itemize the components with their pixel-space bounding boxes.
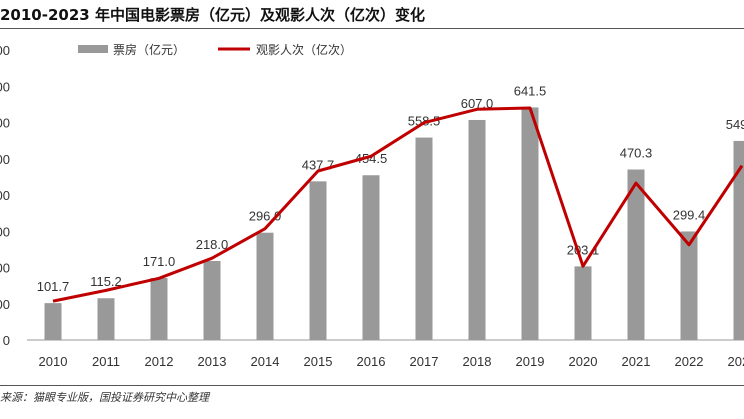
bar (44, 303, 62, 340)
bar (362, 175, 380, 340)
bar (627, 169, 645, 340)
y-tick-label: 200 (0, 261, 10, 276)
chart: 0 100 200 300 400 500 600 700 800 101.7 2010 115.2 2… (0, 42, 744, 369)
bar-value-label: 607.0 (461, 96, 494, 111)
x-tick-label: 2021 (622, 354, 651, 369)
x-tick-label: 2023 (728, 354, 744, 369)
bar (256, 232, 274, 340)
x-tick-label: 2011 (92, 354, 120, 369)
y-tick-label: 800 (0, 43, 10, 58)
x-tick-label: 2010 (39, 354, 68, 369)
x-tick-label: 2013 (198, 354, 227, 369)
bar (574, 266, 592, 340)
bar-value-label: 299.4 (673, 207, 706, 222)
x-tick-label: 2012 (145, 354, 174, 369)
bar-value-label: 549.1 (726, 117, 744, 132)
bar (415, 137, 433, 340)
y-tick-label: 500 (0, 152, 10, 167)
bar (309, 181, 327, 340)
bar-value-label: 454.5 (355, 151, 388, 166)
y-tick-label: 300 (0, 224, 10, 239)
x-tick-label: 2014 (251, 354, 280, 369)
bar (521, 107, 539, 340)
legend-line-label: 观影人次（亿次） (256, 42, 352, 57)
x-tick-label: 2020 (569, 354, 598, 369)
bar (150, 278, 168, 340)
y-tick-label: 0 (3, 333, 10, 348)
bar-value-label: 218.0 (196, 237, 229, 252)
line-series (52, 106, 744, 303)
chart-title: 2010-2023 年中国电影票房（亿元）及观影人次（亿次）变化 (0, 6, 425, 24)
x-tick-label: 2016 (357, 354, 386, 369)
y-tick-label: 700 (0, 79, 10, 94)
bar (733, 140, 744, 340)
bar (680, 231, 698, 340)
x-tick-label: 2022 (675, 354, 704, 369)
bar-value-label: 470.3 (620, 146, 653, 161)
bar-value-label: 171.0 (143, 254, 176, 269)
bar-value-label: 641.5 (514, 83, 547, 98)
x-tick-label: 2018 (463, 354, 492, 369)
y-tick-label: 600 (0, 116, 10, 131)
bar (203, 260, 221, 340)
y-tick-label: 100 (0, 297, 10, 312)
bar-value-label: 101.7 (37, 279, 70, 294)
title-divider (0, 28, 744, 29)
bar-value-label: 115.2 (90, 274, 122, 289)
x-tick-label: 2017 (410, 354, 439, 369)
bar (468, 119, 486, 341)
x-tick-label: 2019 (516, 354, 545, 369)
bar-value-label: 558.5 (408, 114, 441, 129)
source-note: 来源：猫眼专业版，国投证券研究中心整理 (0, 391, 209, 404)
legend-bar-label: 票房（亿元） (113, 42, 185, 57)
legend-bar-swatch (78, 45, 108, 53)
source-divider (0, 385, 744, 386)
x-tick-label: 2015 (304, 354, 333, 369)
bar (97, 298, 115, 340)
y-tick-label: 400 (0, 188, 10, 203)
